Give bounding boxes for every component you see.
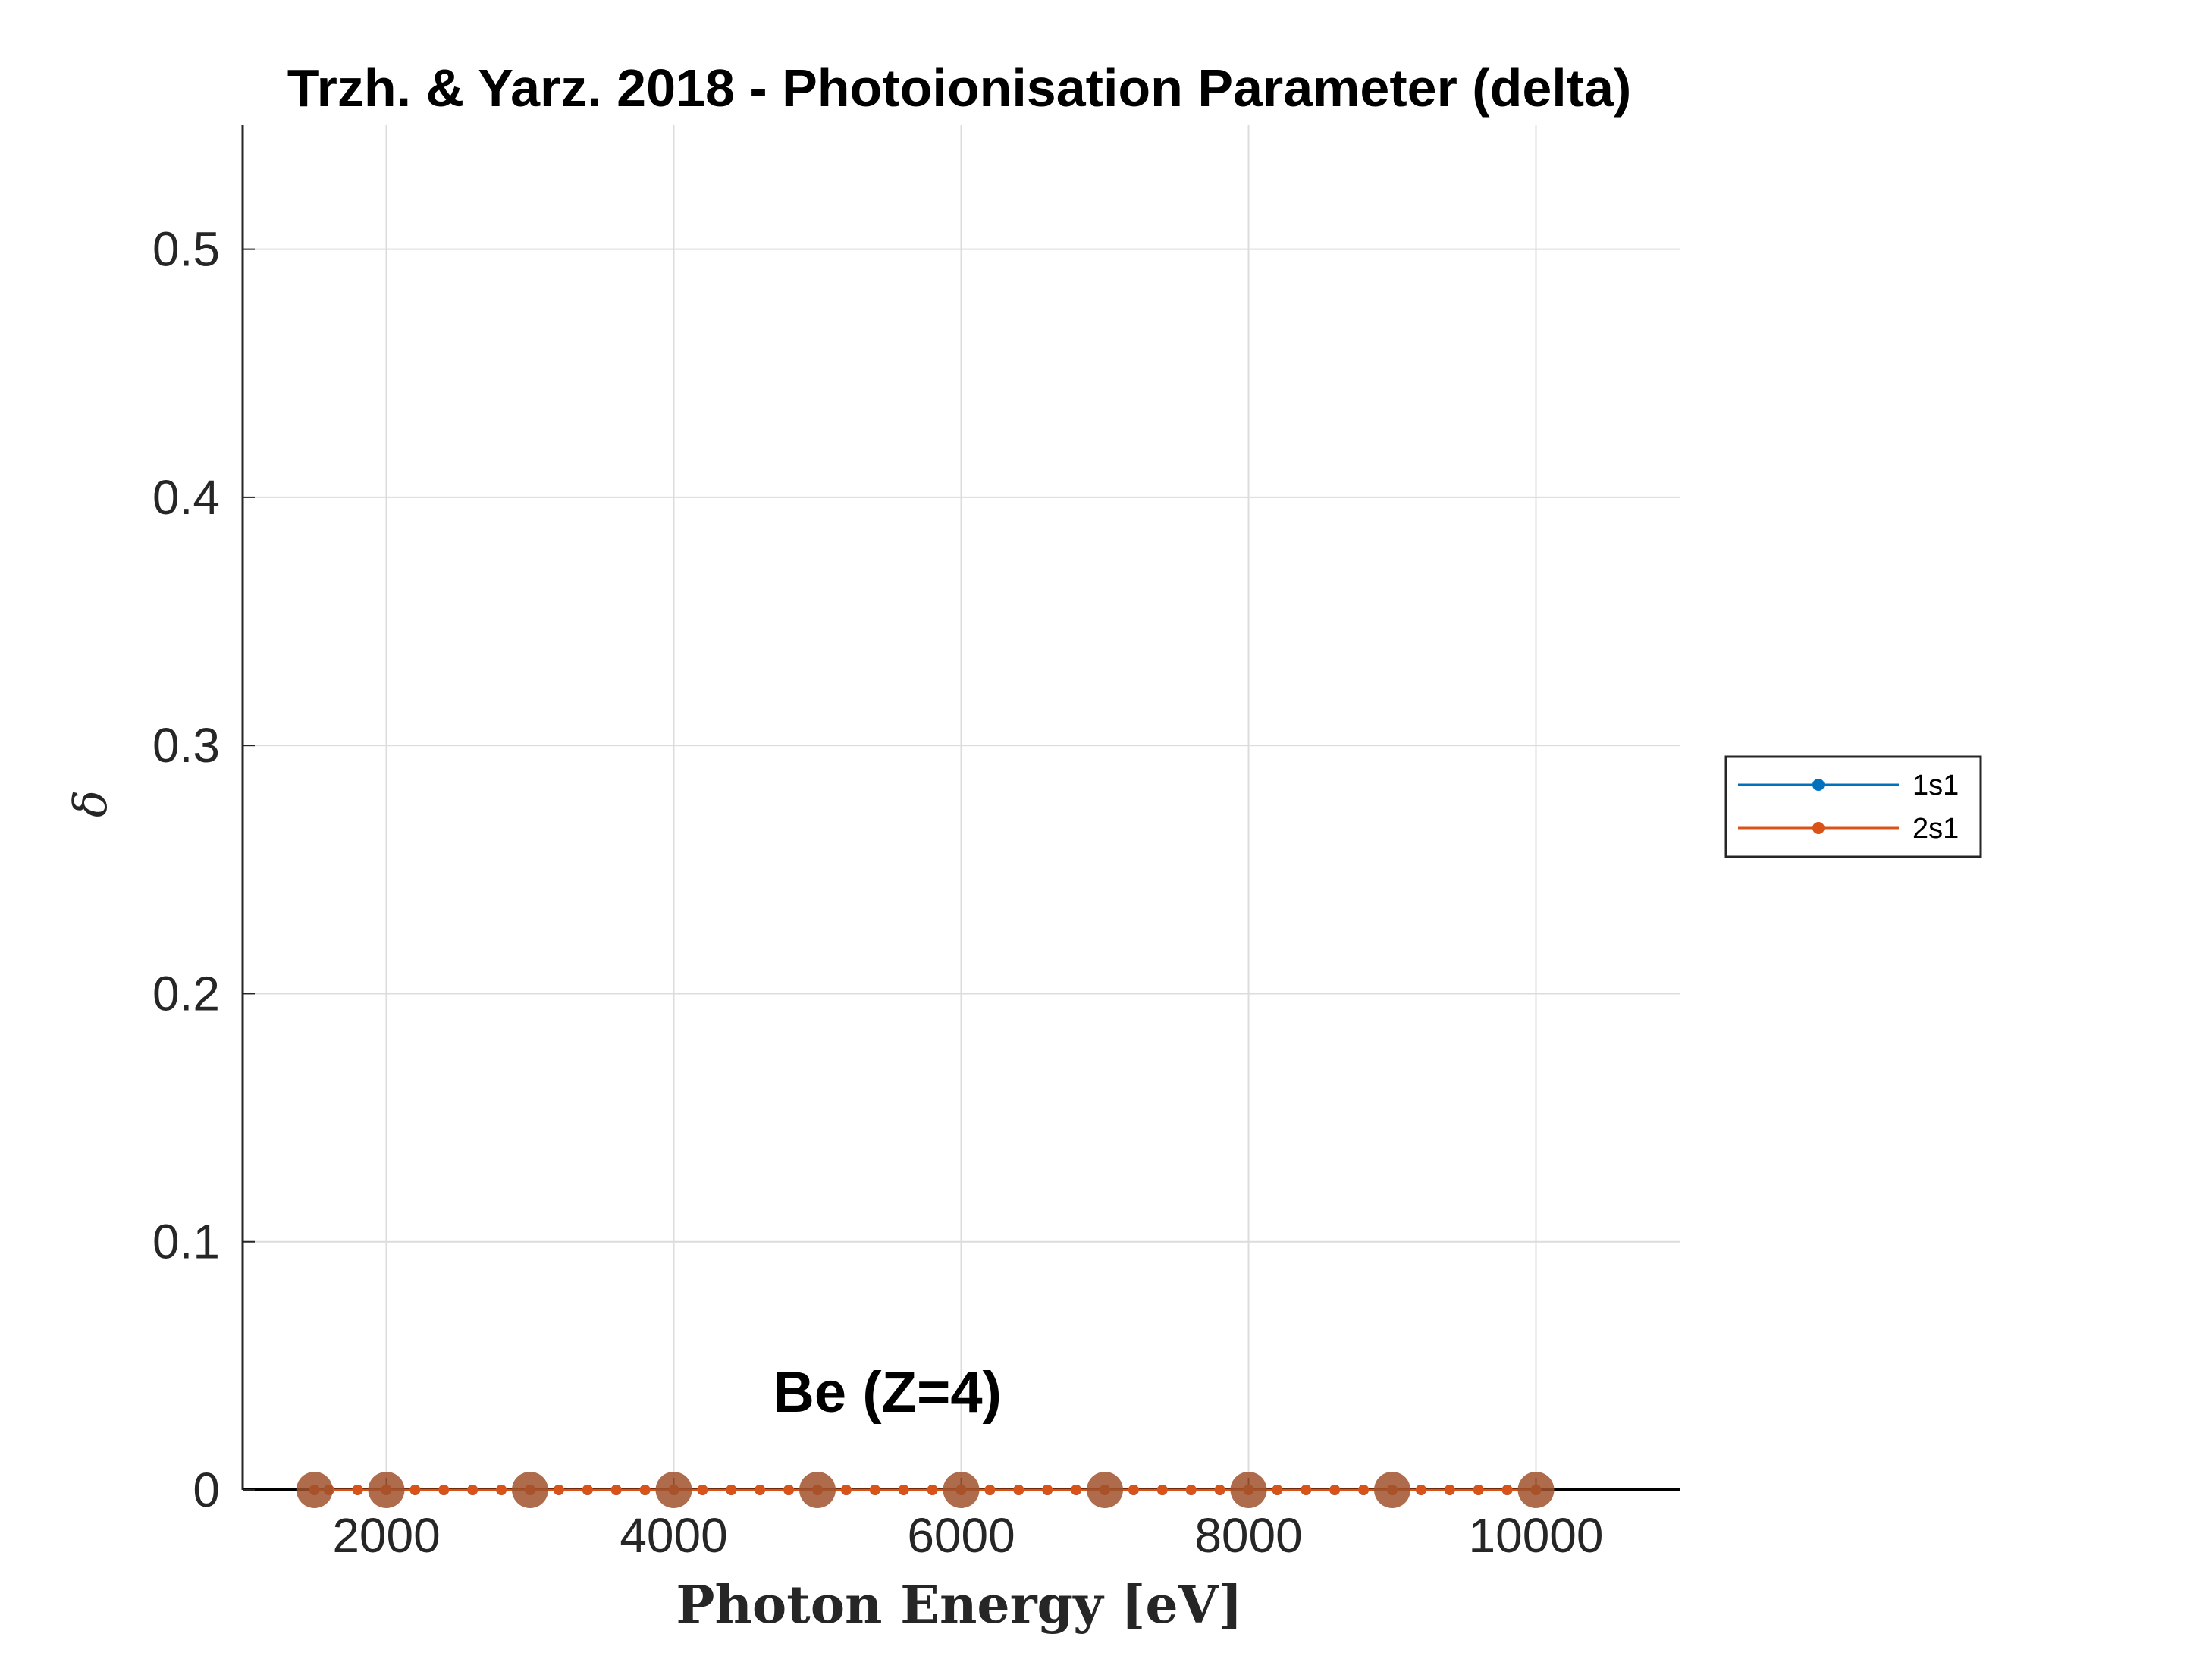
data-point-2s1 (1013, 1485, 1024, 1495)
y-tick-label: 0.2 (152, 966, 220, 1021)
x-axis-label: Photon Energy [eV] (676, 1575, 1242, 1635)
chart-title: Trzh. & Yarz. 2018 - Photoionisation Par… (287, 58, 1632, 118)
data-point-2s1 (1301, 1485, 1312, 1495)
data-point-2s1 (1415, 1485, 1426, 1495)
data-point-2s1 (1272, 1485, 1283, 1495)
y-tick-label: 0.4 (152, 470, 220, 525)
data-point-2s1 (1071, 1485, 1082, 1495)
x-tick-label: 2000 (332, 1508, 440, 1563)
data-point-2s1 (1185, 1485, 1197, 1495)
highlight-marker (1517, 1472, 1555, 1508)
data-point-2s1 (438, 1485, 450, 1495)
data-point-2s1 (726, 1485, 737, 1495)
x-tick-label: 10000 (1469, 1508, 1604, 1563)
data-point-2s1 (610, 1485, 622, 1495)
data-point-2s1 (1329, 1485, 1341, 1495)
data-point-2s1 (496, 1485, 507, 1495)
highlight-marker (1087, 1472, 1123, 1508)
data-point-2s1 (553, 1485, 564, 1495)
data-point-2s1 (1214, 1485, 1225, 1495)
data-point-2s1 (697, 1485, 708, 1495)
data-point-2s1 (1358, 1485, 1370, 1495)
y-axis-label: δ (64, 790, 118, 817)
highlight-marker (943, 1472, 980, 1508)
legend-marker-2s1 (1812, 822, 1825, 834)
x-tick-label: 6000 (907, 1508, 1015, 1563)
legend-label-1s1: 1s1 (1912, 770, 1959, 801)
data-point-2s1 (755, 1485, 766, 1495)
series (309, 1485, 1542, 1495)
data-point-2s1 (409, 1485, 421, 1495)
highlight-marker (1374, 1472, 1410, 1508)
highlight-marker (655, 1472, 692, 1508)
element-annotation: Be (Z=4) (773, 1360, 1002, 1425)
legend-label-2s1: 2s1 (1912, 813, 1959, 845)
legend-marker-1s1 (1812, 779, 1825, 791)
data-point-2s1 (1128, 1485, 1139, 1495)
highlight-marker (296, 1472, 333, 1508)
y-ticks: 0 0.1 0.2 0.3 0.4 0.5 (152, 222, 255, 1517)
data-point-2s1 (869, 1485, 880, 1495)
data-point-2s1 (1042, 1485, 1053, 1495)
grid (243, 125, 1680, 1490)
y-tick-label: 0.5 (152, 222, 220, 277)
data-point-2s1 (1501, 1485, 1513, 1495)
highlight-marker (1230, 1472, 1267, 1508)
data-point-2s1 (639, 1485, 651, 1495)
x-tick-label: 4000 (620, 1508, 727, 1563)
data-point-2s1 (1473, 1485, 1484, 1495)
data-point-2s1 (898, 1485, 909, 1495)
data-point-2s1 (467, 1485, 478, 1495)
data-point-2s1 (1444, 1485, 1455, 1495)
highlight-markers (296, 1472, 1555, 1508)
data-point-2s1 (1156, 1485, 1168, 1495)
highlight-marker (368, 1472, 405, 1508)
data-point-2s1 (984, 1485, 996, 1495)
highlight-marker (799, 1472, 836, 1508)
legend-box (1724, 755, 1982, 858)
y-tick-label: 0 (193, 1463, 220, 1517)
y-tick-label: 0.1 (152, 1215, 220, 1269)
data-point-2s1 (840, 1485, 852, 1495)
legend: 1s1 2s1 (1724, 755, 1982, 858)
x-ticks: 2000 4000 6000 8000 10000 (332, 1478, 1603, 1563)
highlight-marker (512, 1472, 548, 1508)
data-point-2s1 (352, 1485, 363, 1495)
data-point-2s1 (582, 1485, 593, 1495)
data-point-2s1 (783, 1485, 795, 1495)
x-tick-label: 8000 (1194, 1508, 1302, 1563)
y-tick-label: 0.3 (152, 718, 220, 773)
data-point-2s1 (927, 1485, 938, 1495)
